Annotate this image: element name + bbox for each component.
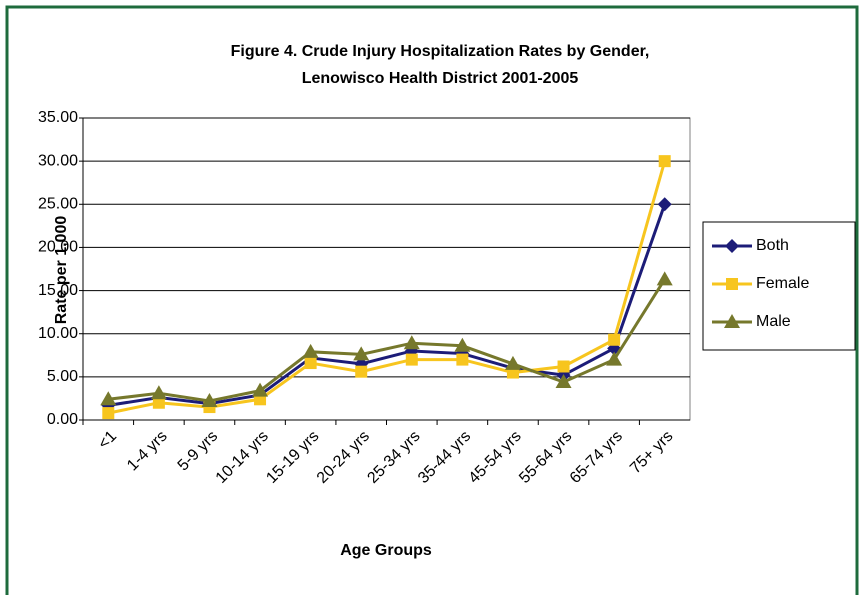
point (100, 391, 117, 406)
x-axis-title: Age Groups (340, 542, 432, 559)
point (656, 271, 673, 286)
chart-title: Figure 4. Crude Injury Hospitalization R… (231, 43, 650, 60)
series-line (108, 278, 666, 403)
x-tick-label: 65-74 yrs (567, 428, 626, 487)
x-tick-label: 10-14 yrs (213, 428, 272, 487)
point (355, 365, 368, 378)
point (252, 382, 269, 397)
legend-label: Male (756, 313, 791, 330)
legend-label: Female (756, 275, 809, 292)
point (555, 374, 572, 389)
point (403, 335, 420, 350)
series-line (108, 203, 667, 407)
point (606, 351, 623, 366)
point (405, 353, 418, 366)
frame (5, 5, 859, 595)
point (456, 353, 469, 366)
point (657, 197, 672, 212)
x-tick-label: 25-34 yrs (364, 428, 423, 487)
point (504, 355, 521, 370)
x-tick-label: 5-9 yrs (175, 428, 222, 475)
x-tick-label: 75+ yrs (627, 428, 676, 477)
point (102, 407, 115, 420)
point (557, 360, 570, 373)
x-tick-label: 1-4 yrs (124, 428, 171, 475)
y-tick-label: 25.00 (38, 196, 78, 213)
x-tick-label: 45-54 yrs (466, 428, 525, 487)
point (201, 393, 218, 408)
x-tick-label: 15-19 yrs (263, 428, 322, 487)
y-tick-label: 15.00 (38, 282, 78, 299)
point (353, 346, 370, 361)
point (304, 357, 317, 370)
point (726, 278, 738, 290)
point (454, 337, 471, 352)
point (302, 343, 319, 358)
y-tick-label: 10.00 (38, 325, 78, 342)
point (658, 155, 671, 168)
point (152, 396, 165, 409)
y-tick-label: 35.00 (38, 109, 78, 126)
point (608, 333, 621, 346)
series-line (107, 160, 667, 415)
x-tick-label: 35-44 yrs (415, 428, 474, 487)
y-tick-label: 5.00 (47, 368, 78, 385)
point (724, 314, 740, 328)
point (150, 385, 167, 400)
plot-area (82, 117, 691, 421)
x-tick-label: 55-64 yrs (516, 428, 575, 487)
y-tick-label: 20.00 (38, 239, 78, 256)
chart-subtitle: Lenowisco Health District 2001-2005 (302, 70, 579, 87)
legend-label: Both (756, 237, 789, 254)
y-tick-label: 0.00 (47, 411, 78, 428)
point (725, 239, 739, 253)
x-tick-label: 20-24 yrs (314, 428, 373, 487)
y-axis-title: Rate per 1,000 (53, 216, 70, 325)
x-tick-label: <1 (95, 428, 120, 453)
y-tick-label: 30.00 (38, 152, 78, 169)
